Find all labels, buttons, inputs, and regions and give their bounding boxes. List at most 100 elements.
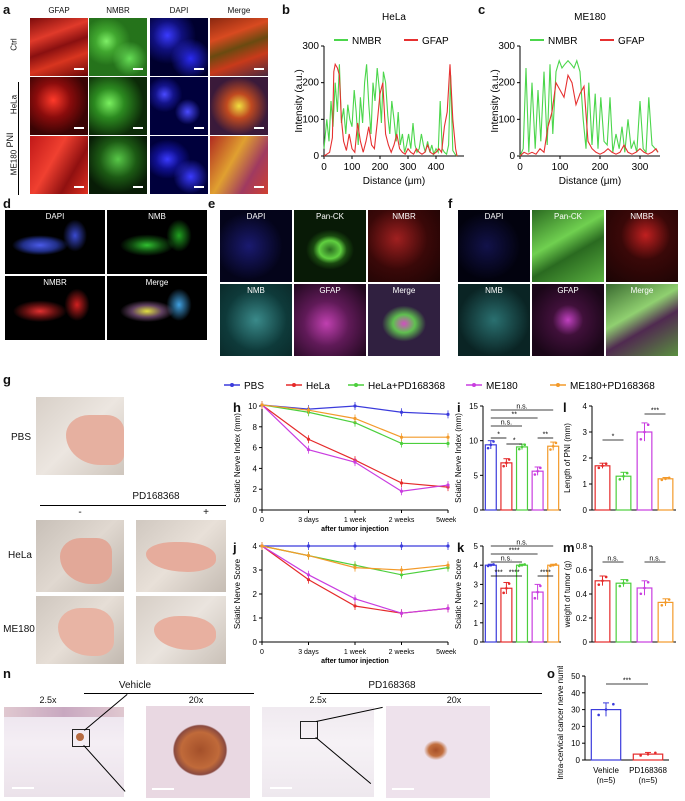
panel-e-dapi-image: [220, 210, 292, 282]
panel-label-f: f: [448, 196, 453, 211]
legend-label: PBS: [244, 381, 264, 392]
scale-bar: [194, 68, 204, 70]
panel-e-merge-label: Merge: [392, 286, 416, 295]
data-point: [520, 563, 524, 567]
data-point: [646, 752, 650, 756]
x-tick-label: 200: [372, 162, 389, 173]
data-point: [664, 477, 667, 481]
panel-label-i: i: [457, 400, 461, 415]
data-point: [446, 435, 450, 439]
panel-a-hela-gfap-image: [30, 77, 88, 135]
stained-nerve: [76, 733, 84, 741]
data-point: [667, 598, 671, 601]
panel-a-me180-nmbr-image: [89, 136, 147, 194]
y-tick-label: 2: [253, 485, 258, 494]
panel-n-mag-2: 20x: [188, 695, 204, 705]
data-point: [618, 478, 622, 481]
significance-label: ***: [623, 678, 631, 685]
data-point: [306, 554, 311, 558]
mouse-leg-shape: [58, 608, 114, 656]
y-tick-label: 10: [571, 739, 580, 748]
data-point: [660, 478, 664, 482]
series-line-nmbr: [323, 64, 458, 157]
panel-e-gfap-image: [294, 284, 366, 356]
data-point: [597, 713, 600, 717]
panel-label-o: o: [547, 666, 555, 681]
y-tick-label: 2: [583, 454, 588, 463]
bar: [615, 475, 632, 511]
data-point: [399, 544, 404, 548]
y-tick-label: 3: [583, 428, 588, 437]
data-point: [660, 603, 664, 607]
y-tick-label: 2: [474, 600, 479, 609]
data-point: [502, 591, 505, 595]
chart-j: 0 1 2 3 4 Sciatic Nerve Score 0 3 days 1 week 2 w…: [233, 542, 456, 665]
y-tick-label: 0: [253, 506, 258, 515]
panel-a-pni-bracket: [18, 82, 22, 195]
panel-a-col-dapi: DAPI: [169, 6, 189, 15]
data-point: [612, 702, 615, 706]
data-point: [643, 586, 646, 590]
data-point: [533, 596, 537, 600]
bar: [515, 446, 529, 511]
data-point: [502, 464, 505, 468]
bar: [547, 445, 560, 511]
panel-f-pan-ck-label: Pan-CK: [553, 212, 582, 221]
y-tick-label: 2: [253, 590, 258, 599]
bar: [500, 462, 513, 511]
panel-label-k: k: [457, 540, 465, 555]
y-tick-label: 0: [583, 638, 588, 647]
scale-bar: [74, 127, 84, 129]
y-tick-label: 100: [302, 114, 319, 125]
x-axis-label: after tumor injection: [321, 658, 389, 665]
x-axis-label: Distance (μm): [363, 176, 425, 187]
panel-f-nmbr-image: [606, 210, 678, 282]
data-point: [399, 568, 404, 572]
significance-label: n.s.: [607, 556, 618, 563]
scale-bar: [133, 186, 143, 188]
data-point: [446, 563, 450, 567]
data-point: [446, 544, 450, 548]
data-point: [399, 441, 404, 446]
panel-label-e: e: [208, 196, 216, 211]
panel-d-nmbr-label: NMBR: [43, 278, 67, 287]
data-point: [523, 443, 527, 446]
x-tick-label: 3 days: [298, 649, 319, 656]
data-point: [399, 611, 404, 615]
data-point: [446, 441, 450, 446]
bar: [636, 587, 653, 643]
y-tick-label: 0: [583, 506, 588, 515]
data-point: [306, 544, 311, 548]
x-tick-label: 5weeks: [436, 517, 456, 524]
legend-marker: [292, 383, 296, 387]
panel-d-dapi-image: [5, 210, 105, 274]
panel-n-vehicle-2-5x-image: [4, 707, 124, 797]
panel-label-j: j: [233, 540, 237, 555]
y-tick-label: 5: [474, 542, 479, 551]
y-tick-label: 1: [253, 614, 258, 623]
legend-label: NMBR: [548, 36, 577, 47]
panel-a-hela-dapi-image: [150, 77, 208, 135]
x-tick-label: 300: [632, 162, 649, 173]
y-tick-label: 0: [253, 638, 258, 647]
data-point: [486, 564, 490, 568]
panel-e-merge-image: [368, 284, 440, 356]
panel-a-ctrl-dapi-image: [150, 18, 208, 76]
panel-g-minus: -: [78, 507, 82, 518]
y-tick-label: 1: [583, 480, 588, 489]
data-point: [492, 440, 495, 443]
y-tick-label: 15: [469, 402, 478, 411]
y-tick-label: 0: [474, 506, 479, 515]
significance-label: ***: [651, 408, 659, 415]
data-point: [646, 423, 650, 427]
mouse-leg-shape: [66, 415, 124, 465]
mouse-leg-shape: [60, 538, 112, 584]
significance-label: n.s.: [516, 404, 527, 411]
data-point: [306, 408, 311, 412]
y-tick-label: 10: [469, 437, 478, 446]
scale-bar: [194, 186, 204, 188]
panel-a-hela-merge-image: [210, 77, 268, 135]
bar: [484, 564, 497, 643]
legend-marker: [556, 383, 560, 387]
